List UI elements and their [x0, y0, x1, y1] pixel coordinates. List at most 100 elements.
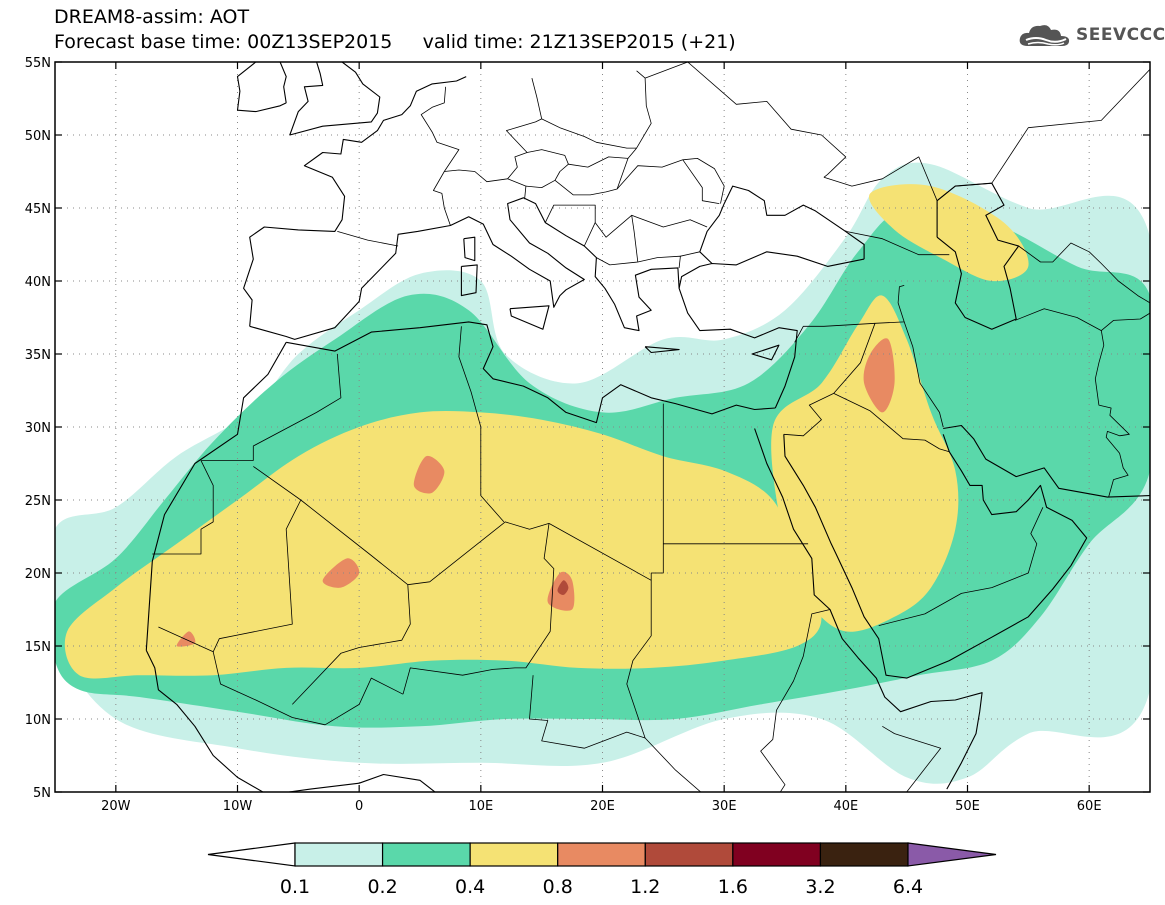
- border-europe-greece-turkey: [637, 255, 681, 268]
- colorbar-label: 6.4: [893, 876, 923, 898]
- border-chad-sudan-east: [626, 580, 652, 739]
- seevccc-logo: SEEVCCC: [1018, 22, 1165, 48]
- lon-tick-label: 50E: [955, 799, 980, 814]
- border-libya-chad-sudan: [548, 403, 664, 581]
- coastline-iberia-atlantic-coast: [243, 76, 467, 327]
- aot-contour-0_8-7: [322, 558, 360, 588]
- border-saudi-jordan-iraq: [783, 393, 950, 453]
- border-europe-moldova: [682, 158, 725, 204]
- border-europe-russia-south: [823, 156, 938, 201]
- lat-tick-label: 5N: [33, 786, 51, 801]
- border-chad-cameroon-car: [529, 675, 646, 749]
- border-western-sahara: [152, 460, 254, 555]
- border-europe-central: [525, 149, 569, 188]
- lat-tick-label: 30N: [25, 421, 51, 436]
- border-europe-bulgaria-turkey: [680, 251, 700, 257]
- logo-text: SEEVCCC: [1076, 25, 1165, 45]
- colorbar-label: 0.2: [367, 876, 397, 898]
- coastline-europe-south-coast: [249, 197, 680, 340]
- lat-tick-label: 55N: [25, 56, 51, 71]
- coastline-crete: [644, 346, 680, 354]
- aot-field-layer: [55, 162, 1150, 784]
- coastline-levant-turkey-coast: [678, 251, 865, 409]
- border-europe-balkans-b: [544, 204, 596, 247]
- lon-tick-label: 20W: [101, 799, 131, 814]
- lat-tick-label: 20N: [25, 567, 51, 582]
- base-time-label: Forecast base time: 00Z13SEP2015: [54, 31, 393, 53]
- lat-tick-label: 35N: [25, 348, 51, 363]
- border-europe-balkans-a: [554, 158, 629, 196]
- coastline-africa-atlantic-coast: [145, 342, 287, 651]
- lon-tick-label: 20E: [590, 799, 615, 814]
- coastline-cyprus: [751, 344, 780, 361]
- lon-tick-label: 40E: [833, 799, 858, 814]
- colorbar-label: 3.2: [805, 876, 835, 898]
- border-morocco-algeria: [252, 353, 342, 461]
- coastline-sardinia: [460, 264, 478, 297]
- border-ethiopia-somalia: [882, 725, 942, 792]
- coastline-africa-west-north-coast: [145, 650, 436, 792]
- lon-tick-label: 0: [355, 799, 363, 814]
- graticule: [55, 62, 1150, 792]
- aot-contour-0_4-2: [64, 411, 822, 679]
- border-europe-ukraine-east: [644, 62, 847, 178]
- border-europe-czech-poland: [541, 70, 652, 149]
- border-caucasus-borders: [845, 231, 950, 256]
- aot-contour-0_4-3: [771, 295, 959, 632]
- lat-tick-label: 40N: [25, 275, 51, 290]
- border-algeria-libya-tunisia: [458, 326, 505, 523]
- colorbar-label: 0.8: [543, 876, 573, 898]
- border-europe-hungary-slovakia: [568, 147, 637, 168]
- border-europe-france-spain: [337, 231, 399, 247]
- lat-tick-label: 15N: [25, 640, 51, 655]
- colorbar-segment: [294, 842, 384, 867]
- coastline-arabia-coast: [783, 434, 1088, 679]
- border-europe-romania-bulgaria: [631, 214, 708, 228]
- lat-tick-label: 25N: [25, 494, 51, 509]
- coastline-iran-coast: [943, 424, 1150, 498]
- coastline-africa-mediterranean-coast: [286, 321, 776, 424]
- axis-ticks: 55N 50N 45N 40N 35N 30N 25N 20N 15N 10N 5N 20W 10W 0 1…: [25, 56, 1150, 814]
- border-mali-algeria: [292, 499, 411, 705]
- border-kazakhstan-russia: [936, 69, 1150, 202]
- border-sudan-south-ethiopia: [644, 609, 831, 792]
- border-syria-iraq-turkey: [794, 285, 905, 343]
- border-niger-algeria-libya: [407, 521, 550, 586]
- colorbar-over-arrow: [907, 842, 997, 867]
- border-iraq-iran: [903, 321, 944, 428]
- coastline-britain-west-coast: [289, 62, 324, 136]
- lon-tick-label: 10W: [223, 799, 253, 814]
- border-afghanistan-iran: [1094, 330, 1130, 498]
- colorbar-label: 1.2: [630, 876, 660, 898]
- border-iraq-syria-jordan: [833, 323, 876, 394]
- coastline-britain-coast: [289, 62, 381, 136]
- colorbar-label: 1.6: [718, 876, 748, 898]
- border-europe-france-italy-swiss: [433, 169, 527, 226]
- aot-contour-0_8-5: [863, 338, 895, 413]
- lon-tick-label: 30E: [712, 799, 737, 814]
- lat-tick-label: 50N: [25, 129, 51, 144]
- colorbar-segment: [644, 842, 734, 867]
- border-europe-france-germany: [420, 86, 460, 172]
- colorbar-label: 0.4: [455, 876, 485, 898]
- colorbar-segment: [819, 842, 909, 867]
- colorbar-segment: [381, 842, 471, 867]
- coastline-corsica: [463, 236, 476, 262]
- border-layer: [152, 62, 1150, 792]
- coastline-ireland-coast: [236, 62, 287, 113]
- chart-subtitle: Forecast base time: 00Z13SEP2015 valid t…: [54, 31, 736, 53]
- aot-contour-1_2-10: [557, 580, 569, 595]
- coastline-black-sea-coast: [699, 185, 865, 264]
- cloud-icon: [1019, 25, 1070, 46]
- aot-contour-0_8-8: [413, 455, 445, 494]
- border-europe-germany-east: [506, 77, 543, 180]
- border-yemen-oman-saudi: [878, 507, 1044, 626]
- border-niger-chad-nigeria: [402, 523, 555, 695]
- lat-tick-label: 10N: [25, 713, 51, 728]
- border-turkmenistan-borders: [1014, 308, 1150, 331]
- border-europe-balkans-c: [594, 214, 639, 266]
- chart-title: DREAM8-assim: AOT: [54, 6, 250, 28]
- colorbar-segment: [469, 842, 559, 867]
